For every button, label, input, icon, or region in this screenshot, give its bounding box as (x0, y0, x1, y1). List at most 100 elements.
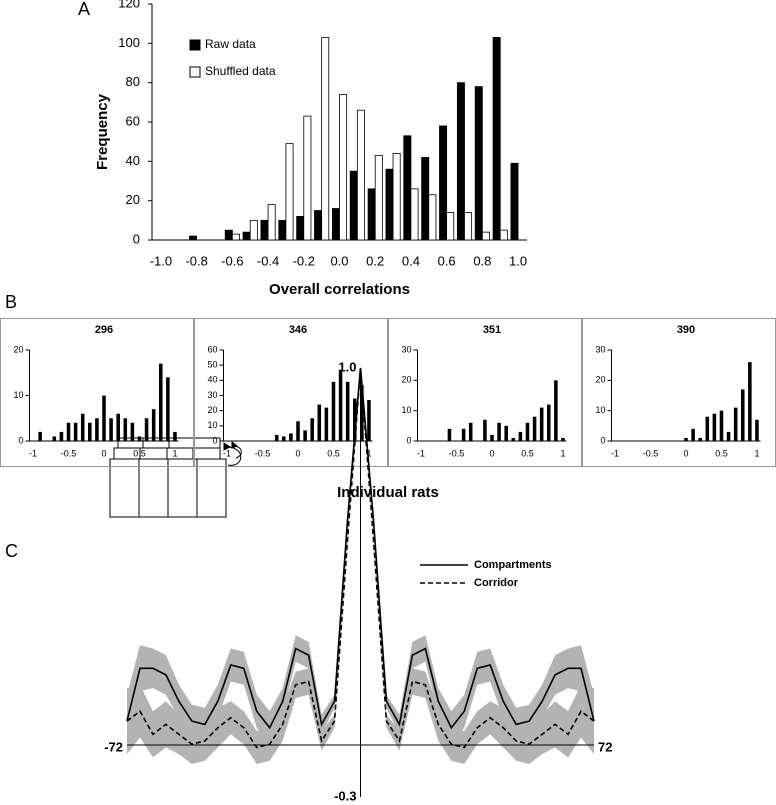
bar (392, 153, 401, 241)
bar (504, 425, 508, 441)
bar (285, 143, 294, 241)
legend-swatch (189, 39, 201, 51)
bar (554, 380, 558, 441)
bar (173, 431, 177, 441)
panel-title: 390 (677, 324, 695, 336)
x-tick-label: -0.6 (221, 253, 243, 268)
panel-title: 346 (289, 324, 307, 336)
x-tick-label: -1 (417, 448, 425, 458)
bar (684, 437, 688, 441)
bar (464, 212, 473, 241)
legend-label: Raw data (205, 37, 256, 51)
bar (249, 219, 258, 241)
y-tick-label: 1.0 (338, 359, 356, 374)
x-tick-label: 1 (754, 448, 759, 458)
bar (698, 437, 702, 441)
y-tick-label: 10 (13, 390, 23, 400)
x-tick-label: -1 (223, 448, 231, 458)
bar (483, 419, 487, 441)
bar (461, 428, 466, 441)
bar (303, 430, 307, 441)
bar (158, 363, 163, 441)
bar (38, 431, 42, 441)
y-tick-label: 30 (401, 344, 411, 354)
bar (231, 233, 240, 241)
panel-label: C (5, 541, 18, 561)
bar (102, 395, 106, 441)
bar (525, 422, 530, 441)
bar (510, 162, 519, 241)
bar (726, 431, 731, 441)
x-tick-label: -0.8 (185, 253, 207, 268)
bar (260, 219, 269, 241)
bar (224, 229, 233, 241)
bar (511, 437, 516, 441)
x-tick-label: 0.5 (133, 448, 146, 458)
y-tick-label: 40 (126, 153, 140, 168)
bar (385, 168, 394, 241)
bar (456, 82, 465, 241)
x-tick-label: 0.5 (715, 448, 728, 458)
line (126, 367, 595, 749)
legend-label: Compartments (474, 559, 552, 571)
x-tick-label: -1 (611, 448, 619, 458)
y-tick-label: 80 (126, 74, 140, 89)
bar (374, 155, 383, 241)
x-tick-label: -0.5 (449, 448, 465, 458)
panel-title: 351 (483, 324, 501, 336)
bar (490, 434, 494, 441)
line (126, 367, 595, 730)
y-tick-label: 40 (207, 375, 217, 385)
panel-frame (388, 318, 582, 467)
bar (719, 410, 724, 441)
bar (492, 37, 501, 241)
bar (497, 422, 501, 441)
y-tick-label: 120 (118, 0, 140, 10)
bar (331, 208, 340, 241)
x-tick-label: 0.0 (330, 253, 348, 268)
bar (66, 422, 71, 441)
bar (367, 400, 371, 441)
bar (740, 389, 745, 441)
x-tick-label: 0.6 (438, 253, 456, 268)
error-band (127, 368, 594, 748)
bar (80, 413, 85, 441)
x-tick-label: 0.5 (521, 448, 534, 458)
x-tick-label: 1.0 (509, 253, 527, 268)
x-tick-label: 0.4 (402, 253, 420, 268)
x-tick-label: -72 (104, 739, 123, 754)
y-tick-label: 10 (401, 405, 411, 415)
bar (317, 404, 322, 441)
bar (151, 409, 156, 441)
y-tick-label: -0.3 (334, 788, 356, 803)
bar (518, 431, 523, 441)
bar (691, 428, 695, 441)
x-tick-label: 1 (366, 448, 371, 458)
x-tick-label: 0 (295, 448, 300, 458)
bar (367, 188, 376, 241)
bar (130, 422, 135, 441)
bar (532, 416, 537, 441)
bar (468, 422, 473, 441)
bar (447, 428, 452, 441)
error-band (127, 368, 594, 764)
y-tick-label: 10 (595, 405, 605, 415)
bar (137, 436, 142, 441)
y-tick-label: 60 (207, 344, 217, 354)
bar (324, 407, 329, 441)
x-tick-label: -0.5 (61, 448, 77, 458)
bar (314, 210, 323, 241)
bar (331, 381, 336, 441)
bar (352, 398, 357, 441)
bar (733, 407, 738, 441)
panel-title: 296 (95, 324, 113, 336)
panel-label: A (78, 0, 90, 19)
y-tick-label: 20 (595, 375, 605, 385)
bar (116, 413, 120, 441)
bar (166, 377, 170, 441)
y-tick-label: 20 (13, 344, 23, 354)
bar (561, 437, 565, 441)
x-tick-label: 0.2 (366, 253, 384, 268)
bar (546, 404, 551, 441)
bar (278, 219, 287, 241)
